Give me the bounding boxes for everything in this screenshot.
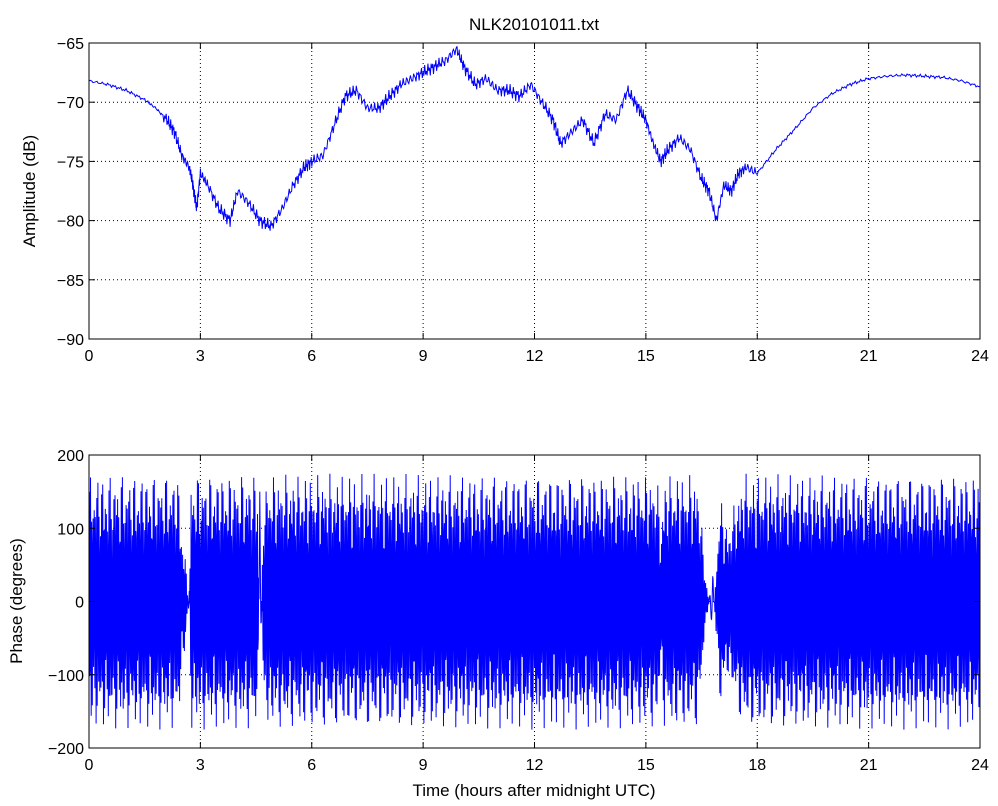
amplitude-ticks: 0 3 6 9 12 15 18 21 24 −90 −85 −80 −75 −70 −65 <box>57 36 989 365</box>
amplitude-title: NLK20101011.txt <box>469 15 599 34</box>
x-tick-label: 9 <box>419 348 428 365</box>
x-tick-label: 12 <box>526 757 544 774</box>
amplitude-series <box>89 46 980 231</box>
y-tick-label: −100 <box>48 668 84 685</box>
y-tick-label: −90 <box>57 332 84 349</box>
phase-ylabel: Phase (degrees) <box>7 538 26 664</box>
x-tick-label: 9 <box>419 757 428 774</box>
y-tick-label: 200 <box>57 448 84 465</box>
y-tick-label: −65 <box>57 36 84 53</box>
x-tick-label: 6 <box>307 757 316 774</box>
amplitude-ylabel: Amplitude (dB) <box>20 135 39 247</box>
y-tick-label: −200 <box>48 741 84 758</box>
y-tick-label: −80 <box>57 214 84 231</box>
x-tick-label: 15 <box>637 348 655 365</box>
x-tick-label: 18 <box>748 757 766 774</box>
x-tick-label: 0 <box>85 348 94 365</box>
phase-panel: 0 3 6 9 12 15 18 21 24 −200 −100 0 100 200 Time (hour… <box>7 448 989 800</box>
phase-ticks: 0 3 6 9 12 15 18 21 24 −200 −100 0 100 200 <box>48 448 989 774</box>
y-tick-label: −85 <box>57 273 84 290</box>
y-tick-label: 100 <box>57 521 84 538</box>
phase-series <box>89 473 980 730</box>
y-tick-label: −75 <box>57 154 84 171</box>
series-line-0 <box>89 46 980 231</box>
amplitude-panel: 0 3 6 9 12 15 18 21 24 −90 −85 −80 −75 −70 −65 NLK2010… <box>20 15 989 365</box>
x-tick-label: 18 <box>748 348 766 365</box>
x-tick-label: 24 <box>971 348 989 365</box>
x-tick-label: 0 <box>85 757 94 774</box>
amplitude-grid <box>89 43 980 339</box>
x-tick-label: 12 <box>526 348 544 365</box>
x-tick-label: 21 <box>860 348 878 365</box>
y-tick-label: −70 <box>57 95 84 112</box>
x-tick-label: 21 <box>860 757 878 774</box>
y-tick-label: 0 <box>75 595 84 612</box>
phase-xlabel: Time (hours after midnight UTC) <box>412 781 655 800</box>
x-tick-label: 3 <box>196 757 205 774</box>
x-tick-label: 3 <box>196 348 205 365</box>
x-tick-label: 6 <box>307 348 316 365</box>
x-tick-label: 24 <box>971 757 989 774</box>
series-line-0 <box>89 473 980 730</box>
x-tick-label: 15 <box>637 757 655 774</box>
